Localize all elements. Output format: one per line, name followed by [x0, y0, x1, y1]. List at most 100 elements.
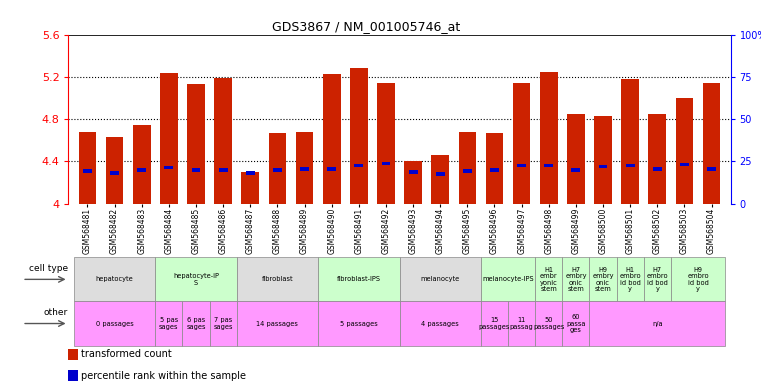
Bar — [671, 257, 725, 301]
Text: 5 passages: 5 passages — [340, 321, 377, 326]
Bar — [137, 168, 146, 172]
Text: 11
passag: 11 passag — [510, 317, 533, 330]
Bar — [296, 132, 314, 204]
Bar — [187, 84, 205, 204]
Bar — [621, 79, 639, 204]
Text: 14 passages: 14 passages — [256, 321, 298, 326]
Text: other: other — [43, 308, 68, 317]
Text: melanocyte-IPS: melanocyte-IPS — [482, 276, 534, 282]
Bar — [164, 166, 174, 169]
Bar — [192, 168, 200, 172]
Bar — [707, 167, 716, 170]
Bar — [436, 172, 444, 176]
Bar — [355, 164, 363, 167]
Bar — [653, 167, 662, 170]
Bar — [269, 133, 286, 204]
Bar — [567, 114, 584, 204]
Bar — [648, 114, 666, 204]
Title: GDS3867 / NM_001005746_at: GDS3867 / NM_001005746_at — [272, 20, 460, 33]
Bar — [74, 301, 155, 346]
Bar — [400, 257, 481, 301]
Bar — [409, 170, 418, 174]
Bar — [481, 257, 535, 301]
Bar — [590, 257, 616, 301]
Text: 0 passages: 0 passages — [96, 321, 133, 326]
Bar — [160, 73, 178, 204]
Bar — [318, 301, 400, 346]
Bar — [562, 257, 590, 301]
Text: fibroblast: fibroblast — [262, 276, 293, 282]
Bar — [702, 83, 721, 204]
Bar — [562, 301, 590, 346]
Bar — [381, 162, 390, 165]
Bar — [241, 172, 259, 204]
Bar — [237, 257, 318, 301]
Bar — [644, 257, 671, 301]
Bar — [680, 162, 689, 166]
Bar — [599, 165, 607, 169]
Bar — [237, 301, 318, 346]
Bar — [594, 116, 612, 204]
Text: 4 passages: 4 passages — [422, 321, 459, 326]
Bar — [106, 137, 123, 204]
Text: melanocyte: melanocyte — [421, 276, 460, 282]
Text: H1
embr
yonic
stem: H1 embr yonic stem — [540, 266, 558, 292]
Bar — [431, 155, 449, 204]
Bar — [590, 301, 725, 346]
Bar — [377, 83, 395, 204]
Text: 6 pas
sages: 6 pas sages — [186, 317, 205, 330]
Text: 7 pas
sages: 7 pas sages — [213, 317, 233, 330]
Bar — [110, 171, 119, 175]
Text: 60
passa
ges: 60 passa ges — [566, 314, 586, 333]
Bar — [513, 83, 530, 204]
Bar — [74, 257, 155, 301]
Text: transformed count: transformed count — [81, 349, 172, 359]
Bar — [155, 257, 237, 301]
Bar — [404, 161, 422, 204]
Bar — [183, 301, 209, 346]
Text: H9
embro
id bod
y: H9 embro id bod y — [687, 266, 708, 292]
Bar — [133, 125, 151, 204]
Bar — [155, 301, 183, 346]
Bar — [318, 257, 400, 301]
Text: hepatocyte: hepatocyte — [96, 276, 133, 282]
Bar — [544, 164, 553, 167]
Text: 5 pas
sages: 5 pas sages — [159, 317, 179, 330]
Text: fibroblast-IPS: fibroblast-IPS — [337, 276, 380, 282]
Text: H7
embry
onic
stem: H7 embry onic stem — [565, 266, 587, 292]
Bar — [535, 301, 562, 346]
Bar — [535, 257, 562, 301]
Text: cell type: cell type — [29, 264, 68, 273]
Text: percentile rank within the sample: percentile rank within the sample — [81, 371, 247, 381]
Bar — [540, 71, 558, 204]
Text: H7
embro
id bod
y: H7 embro id bod y — [647, 266, 668, 292]
Bar — [486, 133, 503, 204]
Bar — [481, 301, 508, 346]
Bar — [215, 78, 232, 204]
Bar — [300, 167, 309, 170]
Bar — [490, 168, 499, 172]
Bar — [616, 257, 644, 301]
Bar — [400, 301, 481, 346]
Bar — [68, 370, 78, 381]
Text: 15
passages: 15 passages — [479, 317, 510, 330]
Bar — [327, 167, 336, 170]
Bar — [459, 132, 476, 204]
Text: n/a: n/a — [652, 321, 663, 326]
Bar — [323, 74, 340, 204]
Bar — [572, 168, 581, 172]
Bar — [273, 168, 282, 172]
Bar — [83, 169, 92, 173]
Bar — [350, 68, 368, 204]
Bar — [246, 171, 255, 175]
Bar — [209, 301, 237, 346]
Bar — [68, 349, 78, 360]
Bar — [676, 98, 693, 204]
Bar — [78, 132, 97, 204]
Text: H1
embro
id bod
y: H1 embro id bod y — [619, 266, 641, 292]
Bar — [508, 301, 535, 346]
Text: H9
embry
onic
stem: H9 embry onic stem — [592, 266, 614, 292]
Bar — [218, 168, 228, 172]
Bar — [626, 164, 635, 167]
Text: hepatocyte-iP
S: hepatocyte-iP S — [173, 273, 219, 286]
